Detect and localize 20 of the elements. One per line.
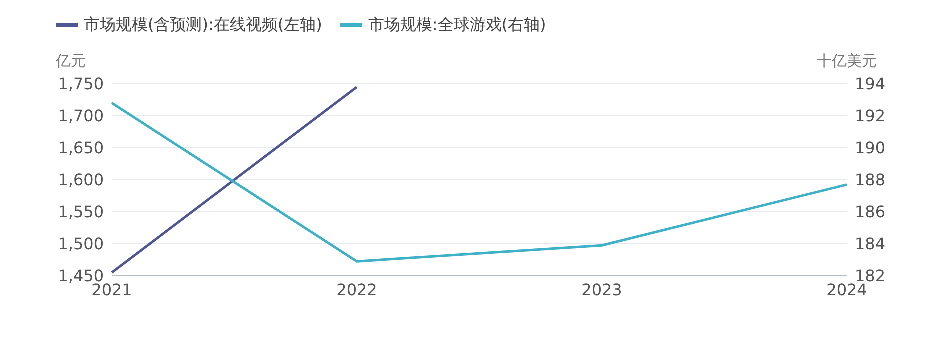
line-series xyxy=(110,102,848,263)
y2-tick-label: 192 xyxy=(855,106,886,126)
y2-tick-label: 194 xyxy=(855,74,886,94)
legend-label: 市场规模(含预测):在线视频(左轴) xyxy=(84,14,322,36)
y2-tick-label: 188 xyxy=(855,170,886,190)
y-tick-label: 1,650 xyxy=(58,138,104,158)
y-tick-label: 1,500 xyxy=(58,234,104,254)
y-tick-label: 1,700 xyxy=(58,106,104,126)
y-tick-label: 1,550 xyxy=(58,202,104,222)
y-tick-label: 1,600 xyxy=(58,170,104,190)
y-axis-title: 亿元 xyxy=(56,52,86,72)
y2-axis-title: 十亿美元 xyxy=(817,52,877,72)
y2-tick-label: 190 xyxy=(855,138,886,158)
x-tick-label: 2024 xyxy=(826,280,868,300)
y2-tick-label: 184 xyxy=(855,234,886,254)
y2-tick-label: 186 xyxy=(855,202,886,222)
x-tick-label: 2023 xyxy=(582,280,622,300)
x-tick-label: 2022 xyxy=(336,280,378,300)
legend-label: 市场规模:全球游戏(右轴) xyxy=(368,14,546,36)
y-tick-label: 1,750 xyxy=(58,74,104,94)
